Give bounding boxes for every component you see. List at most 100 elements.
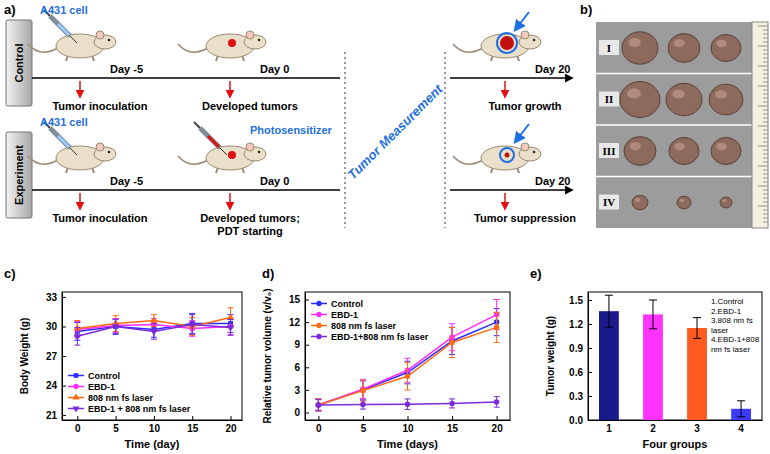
legend: ControlEBD-1808 nm fs laserEBD-1+808 nm … xyxy=(311,299,429,342)
axis-line xyxy=(588,293,589,421)
step-arrow xyxy=(504,81,506,97)
error-bar xyxy=(494,312,500,342)
error-bar xyxy=(189,314,195,334)
legend-label: 808 nm fs laser xyxy=(331,321,397,331)
legend-swatch xyxy=(73,384,78,389)
marker xyxy=(449,340,455,346)
ruler-tick xyxy=(758,186,768,187)
x-tick: 10 xyxy=(402,416,414,434)
day-label: Day -5 xyxy=(110,63,143,75)
chart: 0369121505101520ControlEBD-1808 nm fs la… xyxy=(262,288,511,450)
tumor-highlight xyxy=(715,90,727,99)
x-tick: 5 xyxy=(361,416,367,434)
x-tick: 0 xyxy=(75,416,81,434)
panel-label: e) xyxy=(530,266,542,281)
legend-swatch xyxy=(316,323,321,328)
ruler-tick xyxy=(763,98,768,99)
legend-label: EBD-1 + 808 nm fs laser xyxy=(88,404,191,414)
timeline xyxy=(450,189,572,191)
mouse-ear xyxy=(246,143,254,151)
chart: 0.00.30.60.91.21.512341.Control2.EBD-13.… xyxy=(545,292,763,450)
row-label: III xyxy=(603,145,616,157)
ruler-tick xyxy=(763,202,768,203)
ruler-tick xyxy=(763,122,768,123)
tick-mark xyxy=(62,326,66,327)
tick-label: 15 xyxy=(289,294,301,305)
tumor-sample xyxy=(709,84,743,115)
ruler-tick xyxy=(763,214,768,215)
step-caption: Tumor suppression xyxy=(474,212,576,224)
ruler-tick xyxy=(763,102,768,103)
tick-label: 0.0 xyxy=(569,415,583,426)
legend-label: 808 nm fs laser xyxy=(88,393,154,403)
tumor-sample xyxy=(622,32,658,64)
row-label-bg xyxy=(599,143,619,158)
ruler-tick xyxy=(763,54,768,55)
tick-mark xyxy=(588,324,592,325)
mouse-ear xyxy=(521,143,529,151)
y-tick: 1.5 xyxy=(569,295,592,306)
tick-mark xyxy=(192,416,193,420)
ruler-tick xyxy=(763,30,768,31)
tick-label: 10 xyxy=(149,423,161,434)
ruler-tick xyxy=(763,182,768,183)
panel-label: b) xyxy=(580,2,592,17)
tick-label: 0 xyxy=(75,423,81,434)
syringe-fluid xyxy=(58,136,69,147)
syringe-barrel xyxy=(200,128,220,148)
tick-mark xyxy=(305,367,309,368)
timeline xyxy=(32,77,340,79)
pointer-arrow xyxy=(515,12,529,30)
tumor-highlight xyxy=(635,198,641,202)
ruler-tick xyxy=(763,70,768,71)
tick-mark xyxy=(62,386,66,387)
legend: ControlEBD-1808 nm fs laserEBD-1 + 808 n… xyxy=(68,371,191,414)
axis-line xyxy=(589,420,763,421)
tick-label: 3 xyxy=(294,385,300,396)
bar xyxy=(643,314,663,420)
ruler-tick xyxy=(758,46,768,47)
x-tick: 15 xyxy=(187,416,199,434)
tumor xyxy=(500,36,514,50)
marker xyxy=(360,388,366,394)
tick-label: 0.9 xyxy=(569,343,583,354)
step-caption: Tumor inoculation xyxy=(52,212,147,224)
ruler-tick xyxy=(763,154,768,155)
tick-label: 24 xyxy=(46,380,58,391)
ruler-tick xyxy=(763,130,768,131)
syringe-needle xyxy=(220,148,227,155)
error-bar xyxy=(693,318,701,339)
marker xyxy=(494,325,500,331)
error-bar xyxy=(74,327,80,345)
ruler-tick xyxy=(763,118,768,119)
mouse-tail xyxy=(178,44,208,52)
error-bar xyxy=(360,400,366,409)
plot-frame xyxy=(588,292,762,420)
tumor-highlight xyxy=(722,199,726,202)
x-axis: 0 5 10 15 20 xyxy=(63,416,243,434)
panel-label: d) xyxy=(262,266,274,281)
ruler-tick xyxy=(763,134,768,135)
ruler-tick xyxy=(763,78,768,79)
error-bar xyxy=(449,327,455,357)
tumor-sample xyxy=(669,138,699,165)
ruler-tick xyxy=(758,26,768,27)
series-line xyxy=(318,315,496,405)
tick-mark xyxy=(154,416,155,420)
x-tick: 5 xyxy=(113,416,119,434)
tumor-highlight xyxy=(630,142,641,150)
pointer-arrow xyxy=(515,124,529,142)
marker xyxy=(316,402,322,408)
day-label: Day 0 xyxy=(260,175,289,187)
ruler-tick xyxy=(763,222,768,223)
ruler-tick xyxy=(763,158,768,159)
annotation: 2.EBD-1 xyxy=(711,307,742,316)
legend-swatch xyxy=(74,373,79,378)
y-axis: 03691215 xyxy=(289,293,309,421)
y-axis-title: Body Weight (g) xyxy=(19,318,30,394)
x-tick: 20 xyxy=(225,416,237,434)
step-caption: Developed tumors xyxy=(202,100,298,112)
marker xyxy=(494,399,500,405)
marker xyxy=(316,402,322,408)
mouse-eye xyxy=(258,151,261,154)
